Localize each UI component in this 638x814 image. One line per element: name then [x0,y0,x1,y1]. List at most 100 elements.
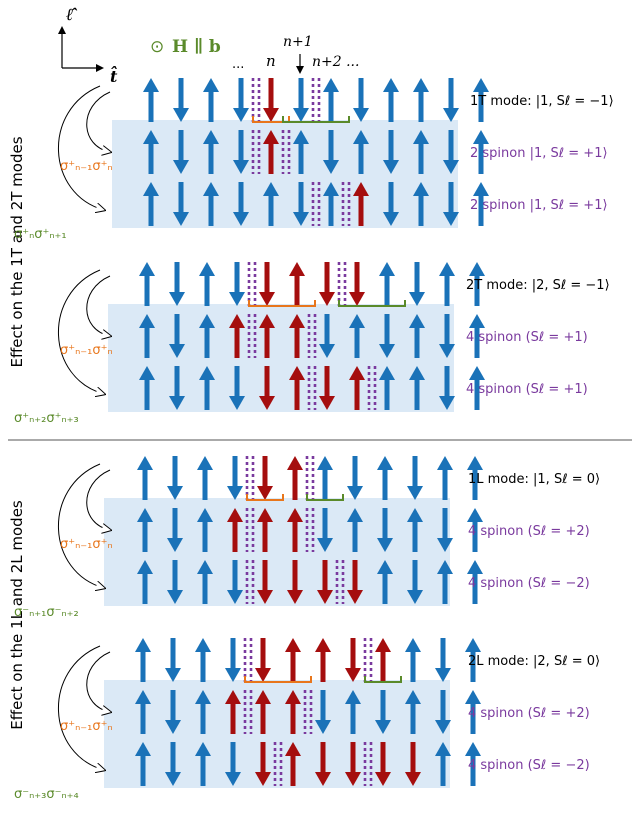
spin-arrow [345,742,361,786]
spin-arrow [173,78,189,122]
spin-arrow [285,638,301,682]
spin-arrow [383,78,399,122]
inner-operator-arrow [86,275,110,336]
panel-l2_mode: 2L mode: |2, Sℓ = 0⟩ 4 spinon (Sℓ = +2) 4 … [14,638,600,802]
spin-arrow [405,690,421,734]
spin-arrow [349,262,365,306]
inner-operator-arrow [86,651,110,712]
spin-arrow [173,182,189,226]
spinon-label: 4 spinon (Sℓ = +2) [468,706,590,721]
site-n-plus-2-label: n+2 ... [312,54,359,70]
spin-arrow [227,560,243,604]
spin-arrow [353,78,369,122]
spin-arrow [405,638,421,682]
spin-arrow [319,314,335,358]
spin-arrow [287,456,303,500]
spin-arrow [259,262,275,306]
spin-arrow [293,130,309,174]
spin-arrow [467,456,483,500]
spinon-label: 4 spinon (Sℓ = +1) [466,382,588,397]
spin-arrow [383,182,399,226]
spin-arrow [167,508,183,552]
spin-arrow [437,456,453,500]
spin-arrow [413,78,429,122]
spin-arrow [197,456,213,500]
spin-arrow [323,130,339,174]
spin-arrow [199,262,215,306]
spin-arrow [345,638,361,682]
spin-arrow [225,742,241,786]
spin-arrow [203,130,219,174]
spin-arrow [377,560,393,604]
spin-arrow [443,78,459,122]
spin-arrow [263,130,279,174]
spin-arrow [439,314,455,358]
spin-arrow [383,130,399,174]
outer-operator-label: σ⁻ₙ₊₃σ⁻ₙ₊₄ [14,787,79,802]
bracket-orange [244,676,312,683]
spin-arrow [293,182,309,226]
spinon-label: 4 spinon (Sℓ = −2) [468,758,590,773]
l-axis-symbol: ℓ̂ [66,5,77,25]
spin-arrow [345,690,361,734]
spin-arrow [377,456,393,500]
spin-arrow [137,456,153,500]
spin-arrow [413,130,429,174]
spin-arrow [435,690,451,734]
spin-arrow [323,182,339,226]
spin-arrow [203,182,219,226]
spin-arrow [227,508,243,552]
spin-arrow [353,130,369,174]
spin-arrow [197,508,213,552]
spinon-band [108,304,454,412]
spin-arrow [407,456,423,500]
spinon-label: 2 spinon |1, Sℓ = +1⟩ [470,198,608,213]
spin-arrow [347,508,363,552]
spin-arrow [259,366,275,410]
spin-arrow [469,366,485,410]
spin-arrow [195,690,211,734]
spin-arrow [379,262,395,306]
spin-arrow [435,638,451,682]
spin-arrow [167,560,183,604]
bracket-green [338,300,406,307]
t-axis-symbol: t̂ [110,66,118,86]
spin-arrow [229,314,245,358]
spinon-label: 4 spinon (Sℓ = +2) [468,524,590,539]
outer-operator-label: σ⁺ₙ₊₂σ⁺ₙ₊₃ [14,411,79,426]
spin-arrow [225,638,241,682]
spin-arrow [347,456,363,500]
chain-row-t2_mode: 2T mode: |2, Sℓ = −1⟩ [139,262,610,306]
spin-arrow [353,182,369,226]
spin-arrow [315,638,331,682]
panel-t1_mode: 1T mode: |1, Sℓ = −1⟩ 2 spinon |1, Sℓ = +… [14,78,614,242]
spin-arrow [375,638,391,682]
spin-arrow [319,262,335,306]
spin-arrow [407,508,423,552]
spin-arrow [379,366,395,410]
bracket-green [282,116,350,123]
spin-arrow [139,262,155,306]
mode-label: 2L mode: |2, Sℓ = 0⟩ [468,654,600,669]
spinon-band [112,120,458,228]
spin-arrow [377,508,393,552]
spin-arrow [257,508,273,552]
spin-arrow [473,78,489,122]
spin-arrow [233,130,249,174]
section-title-transverse: Effect on the 1T and 2T modes [8,136,26,367]
dots-left-label: ... [232,57,244,72]
inner-operator-label: σ⁺ₙ₋₁σ⁺ₙ [60,343,113,358]
outer-operator-arrow [57,85,104,210]
spin-arrow [315,742,331,786]
inner-operator-label: σ⁺ₙ₋₁σ⁺ₙ [60,537,113,552]
panels: 1T mode: |1, Sℓ = −1⟩ 2 spinon |1, Sℓ = +… [14,78,614,802]
outer-operator-label: σ⁻ₙ₊₁σ⁻ₙ₊₂ [14,605,79,620]
spin-arrow [225,690,241,734]
inner-operator-label: σ⁺ₙ₋₁σ⁺ₙ [60,159,113,174]
mode-label: 1T mode: |1, Sℓ = −1⟩ [470,94,614,109]
outer-operator-arrow [57,463,104,588]
spin-arrow [437,560,453,604]
spin-arrow [473,130,489,174]
spin-arrow [439,366,455,410]
spin-arrow [255,638,271,682]
